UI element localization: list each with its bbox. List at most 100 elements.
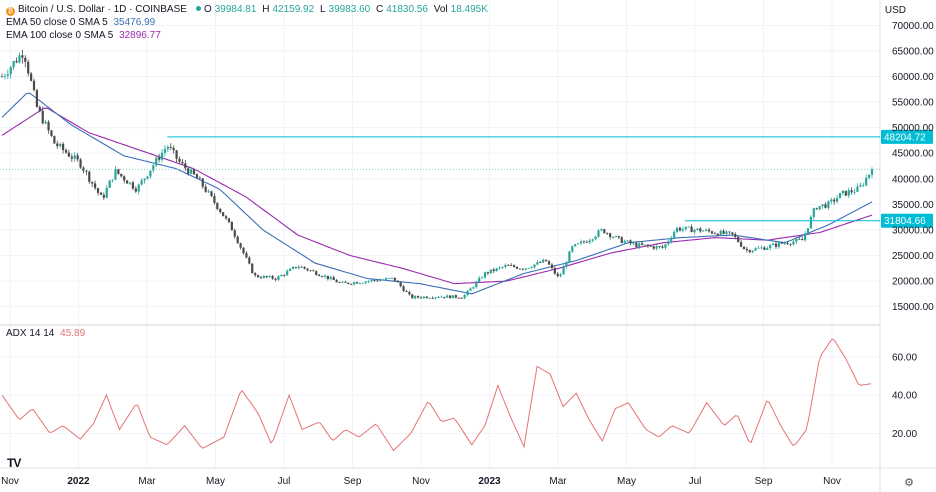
candle-body [382,279,385,281]
candle-body [297,266,300,268]
candle-body [227,218,231,223]
candle-body [850,190,853,193]
candle-body [300,266,303,268]
candle-body [163,149,167,153]
adx-line [1,338,872,452]
candle-body [387,278,391,279]
gear-icon[interactable]: ⚙ [904,477,914,489]
candle-body [838,193,842,199]
price-tick-label: 65000.00 [892,46,934,57]
price-tick-label: 70000.00 [892,21,934,32]
candle-body [594,236,597,240]
candle-body [641,243,644,245]
candle-body [646,244,650,246]
candle-body [216,202,219,209]
candle-body [562,266,565,275]
close-label: C [376,4,384,15]
adx-legend[interactable]: ADX 14 14 45.89 [6,328,88,339]
candle-body [440,296,443,298]
adx-path [1,338,872,452]
candle-body [824,204,827,208]
candle-body [507,265,510,266]
candle-body [446,295,449,298]
candle-body [309,270,312,272]
price-tick-label: 55000.00 [892,98,934,109]
candle-body [230,222,233,231]
time-tick-label: May [617,476,636,487]
time-tick-label: Nov [1,476,19,487]
candle-body [742,246,746,249]
candle-body [789,244,792,245]
candle-body [713,233,716,235]
price-tick-label: 30000.00 [892,225,934,236]
horizontal-levels[interactable]: 48204.72 31804.66 [0,129,933,228]
ema50-label: EMA 50 close 0 SMA 5 [6,17,108,28]
candle-body [629,240,632,244]
tradingview-logo[interactable]: TV [7,456,21,470]
close-value: 41830.56 [386,4,428,15]
candle-body [117,168,120,174]
candle-body [862,185,865,186]
level-tag-bg [881,129,933,144]
candle-body [248,257,251,264]
candle-body [510,265,513,267]
candle-body [277,276,280,280]
candle-body [47,121,50,131]
candle-body [716,233,719,236]
candle-body [274,278,277,280]
candle-body [710,231,714,234]
candle-body [745,248,748,251]
candle-body [12,61,15,68]
level-price-tag[interactable]: 31804.66 [881,213,933,228]
candle-body [527,267,530,269]
candle-body [184,163,187,169]
candle-body [131,182,135,189]
symbol-legend[interactable]: ₿ Bitcoin / U.S. Dollar · 1D · COINBASE O 3… [6,4,491,16]
level-price-tag[interactable]: 48204.72 [881,129,933,144]
candle-body [547,261,551,265]
price-tick-label: 20000.00 [892,277,934,288]
currency-selector[interactable]: USD [884,5,906,16]
candle-body [29,73,33,81]
candle-body [751,250,754,253]
candle-body [489,269,492,274]
candle-body [399,282,402,287]
level-tag-text: 48204.72 [884,132,926,143]
candle-body [67,152,71,157]
candle-body [475,281,478,288]
candle-body [472,287,475,289]
candle-body [588,240,591,243]
candle-body [416,296,420,298]
candle-body [213,196,216,203]
candle-body [771,243,775,246]
candle-body [169,147,172,148]
price-tick-label: 45000.00 [892,149,934,160]
candle-body [801,239,804,241]
candle-body [635,242,638,248]
candle-body [451,295,455,299]
candle-body [291,267,295,269]
candle-body [670,237,673,242]
time-tick-label: Jul [689,476,702,487]
time-axis[interactable]: Nov 2022 Mar May Jul Sep Nov 2023 Mar May Jul Sep No… [1,476,841,487]
candle-body [88,171,91,182]
ema100-legend[interactable]: EMA 100 close 0 SMA 5 32896.77 [6,30,164,41]
candle-body [286,271,289,276]
candle-body [739,242,743,247]
candle-body [737,237,740,243]
time-tick-label: Mar [138,476,156,487]
candle-body [707,229,711,232]
price-axis[interactable]: 70000.00 65000.00 60000.00 55000.00 50000.00… [892,21,934,313]
candle-body [332,277,335,281]
candle-body [626,240,629,242]
candle-body [847,190,850,196]
candle-body [725,231,728,234]
candle-body [158,157,161,160]
ema50-legend[interactable]: EMA 50 close 0 SMA 5 35476.99 [6,17,158,28]
candle-body [280,275,283,277]
candle-body [513,265,516,267]
candle-body [105,188,108,198]
candle-body [792,241,795,245]
candle-body [760,247,763,249]
candle-body [582,241,586,243]
